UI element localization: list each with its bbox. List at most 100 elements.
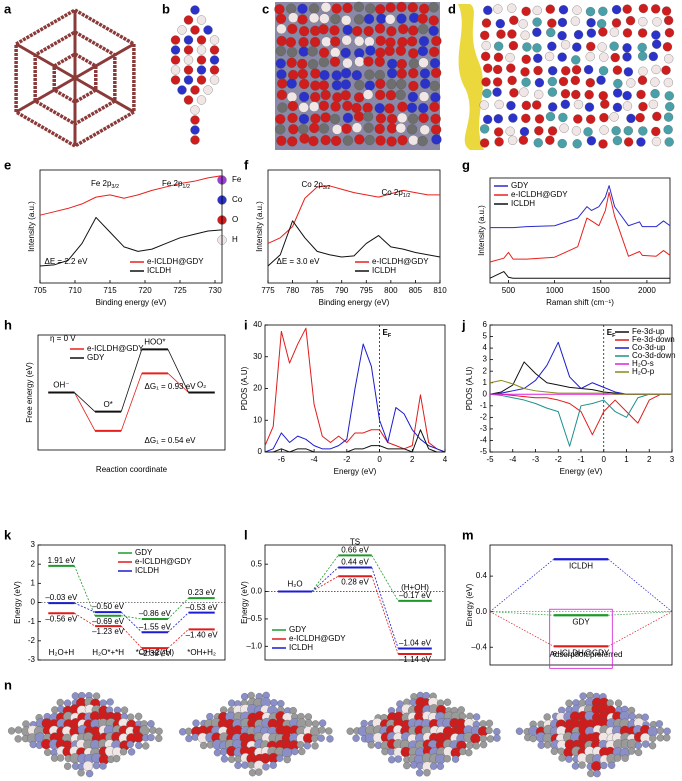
- atom: [451, 755, 460, 763]
- fermi-label: EF: [607, 328, 616, 339]
- atom: [196, 75, 207, 85]
- atom: [496, 29, 506, 39]
- atom: [190, 5, 200, 15]
- y-tick-label: –0.4: [471, 642, 487, 651]
- atom: [209, 35, 220, 45]
- atom: [275, 124, 286, 135]
- category-label: O*: [103, 400, 112, 409]
- x-tick-label: 2: [647, 455, 652, 464]
- atom: [622, 4, 632, 14]
- atom: [206, 712, 214, 721]
- connector: [608, 611, 673, 616]
- atom: [106, 698, 114, 706]
- atom: [593, 770, 601, 778]
- x-tick-label: 1: [624, 455, 629, 464]
- atom: [622, 101, 633, 111]
- atom: [364, 69, 375, 80]
- y-tick-label: 0: [31, 598, 36, 607]
- structure-images: [7, 1, 675, 778]
- atom: [44, 748, 52, 757]
- x-tick-label: -4: [509, 455, 517, 464]
- panel-label: i: [244, 317, 248, 332]
- atom: [598, 91, 608, 101]
- atom: [638, 101, 648, 112]
- atom: [663, 124, 673, 135]
- atom: [394, 755, 402, 763]
- x-tick-label: 795: [360, 286, 374, 295]
- atom: [663, 734, 671, 742]
- connector: [489, 611, 554, 647]
- atom: [652, 17, 662, 27]
- atom: [320, 134, 331, 146]
- atom: [521, 77, 531, 87]
- y-tick-label: –0.5: [246, 614, 262, 623]
- atom: [430, 67, 442, 78]
- atom: [190, 25, 200, 35]
- atom: [431, 134, 442, 145]
- atom: [465, 748, 473, 757]
- category-label: O₂: [197, 381, 206, 390]
- atom: [99, 762, 107, 770]
- atom: [572, 42, 582, 52]
- atom: [283, 755, 291, 764]
- x-tick-label: -4: [311, 455, 319, 464]
- atom: [663, 15, 674, 26]
- atom: [606, 699, 614, 707]
- atom: [415, 769, 424, 777]
- panel-label: g: [462, 157, 470, 172]
- atom: [649, 734, 657, 743]
- atom: [286, 91, 298, 103]
- y-tick-label: -1: [28, 617, 36, 626]
- annotation: ΔG₁ = 0.54 eV: [145, 436, 197, 445]
- atom: [494, 137, 504, 147]
- atom: [664, 28, 675, 38]
- atom: [507, 29, 517, 39]
- annotation-text: Co 2p: [301, 180, 323, 189]
- atom: [274, 4, 285, 15]
- atom: [609, 41, 619, 51]
- x-tick-label: 1000: [546, 286, 564, 295]
- y-axis-label: Intensity (a.u.): [477, 205, 486, 256]
- atom: [610, 52, 620, 63]
- atom: [276, 89, 288, 100]
- atom: [408, 25, 419, 36]
- atom: [287, 112, 298, 124]
- atom: [597, 42, 607, 52]
- panel-label: a: [4, 1, 12, 16]
- atom: [170, 65, 181, 75]
- legend-label: Fe-3d-up: [632, 327, 665, 336]
- atom: [607, 761, 616, 769]
- atom: [286, 57, 297, 68]
- atom: [183, 55, 194, 65]
- atom: [428, 25, 439, 36]
- atom: [648, 99, 658, 110]
- atom: [395, 89, 406, 100]
- atom: [481, 77, 491, 87]
- series-line: [489, 271, 670, 279]
- legend-title: η = 0 V: [50, 334, 76, 343]
- annotation-text: ΔE = 2.2 eV: [45, 257, 89, 266]
- atom: [591, 761, 602, 772]
- atom: [521, 113, 531, 124]
- atom: [318, 24, 329, 35]
- atom: [183, 35, 194, 45]
- atom: [612, 88, 623, 98]
- x-tick-label: 715: [103, 286, 117, 295]
- level-label: ICLDH: [569, 561, 593, 570]
- atom: [305, 719, 313, 727]
- value-label: –1.04 eV: [399, 639, 432, 648]
- atom: [190, 115, 200, 125]
- atom: [583, 127, 593, 137]
- atom: [642, 740, 650, 748]
- atom: [532, 27, 542, 37]
- atom: [298, 124, 309, 135]
- y-tick-label: -2: [28, 636, 36, 645]
- x-tick-label: -2: [343, 455, 351, 464]
- atom: [534, 89, 544, 100]
- x-tick-label: 0: [602, 455, 607, 464]
- atom: [628, 712, 636, 720]
- atom: [285, 37, 296, 48]
- y-tick-label: 0: [483, 389, 488, 398]
- atom: [600, 99, 610, 109]
- y-tick-label: 1: [31, 578, 36, 587]
